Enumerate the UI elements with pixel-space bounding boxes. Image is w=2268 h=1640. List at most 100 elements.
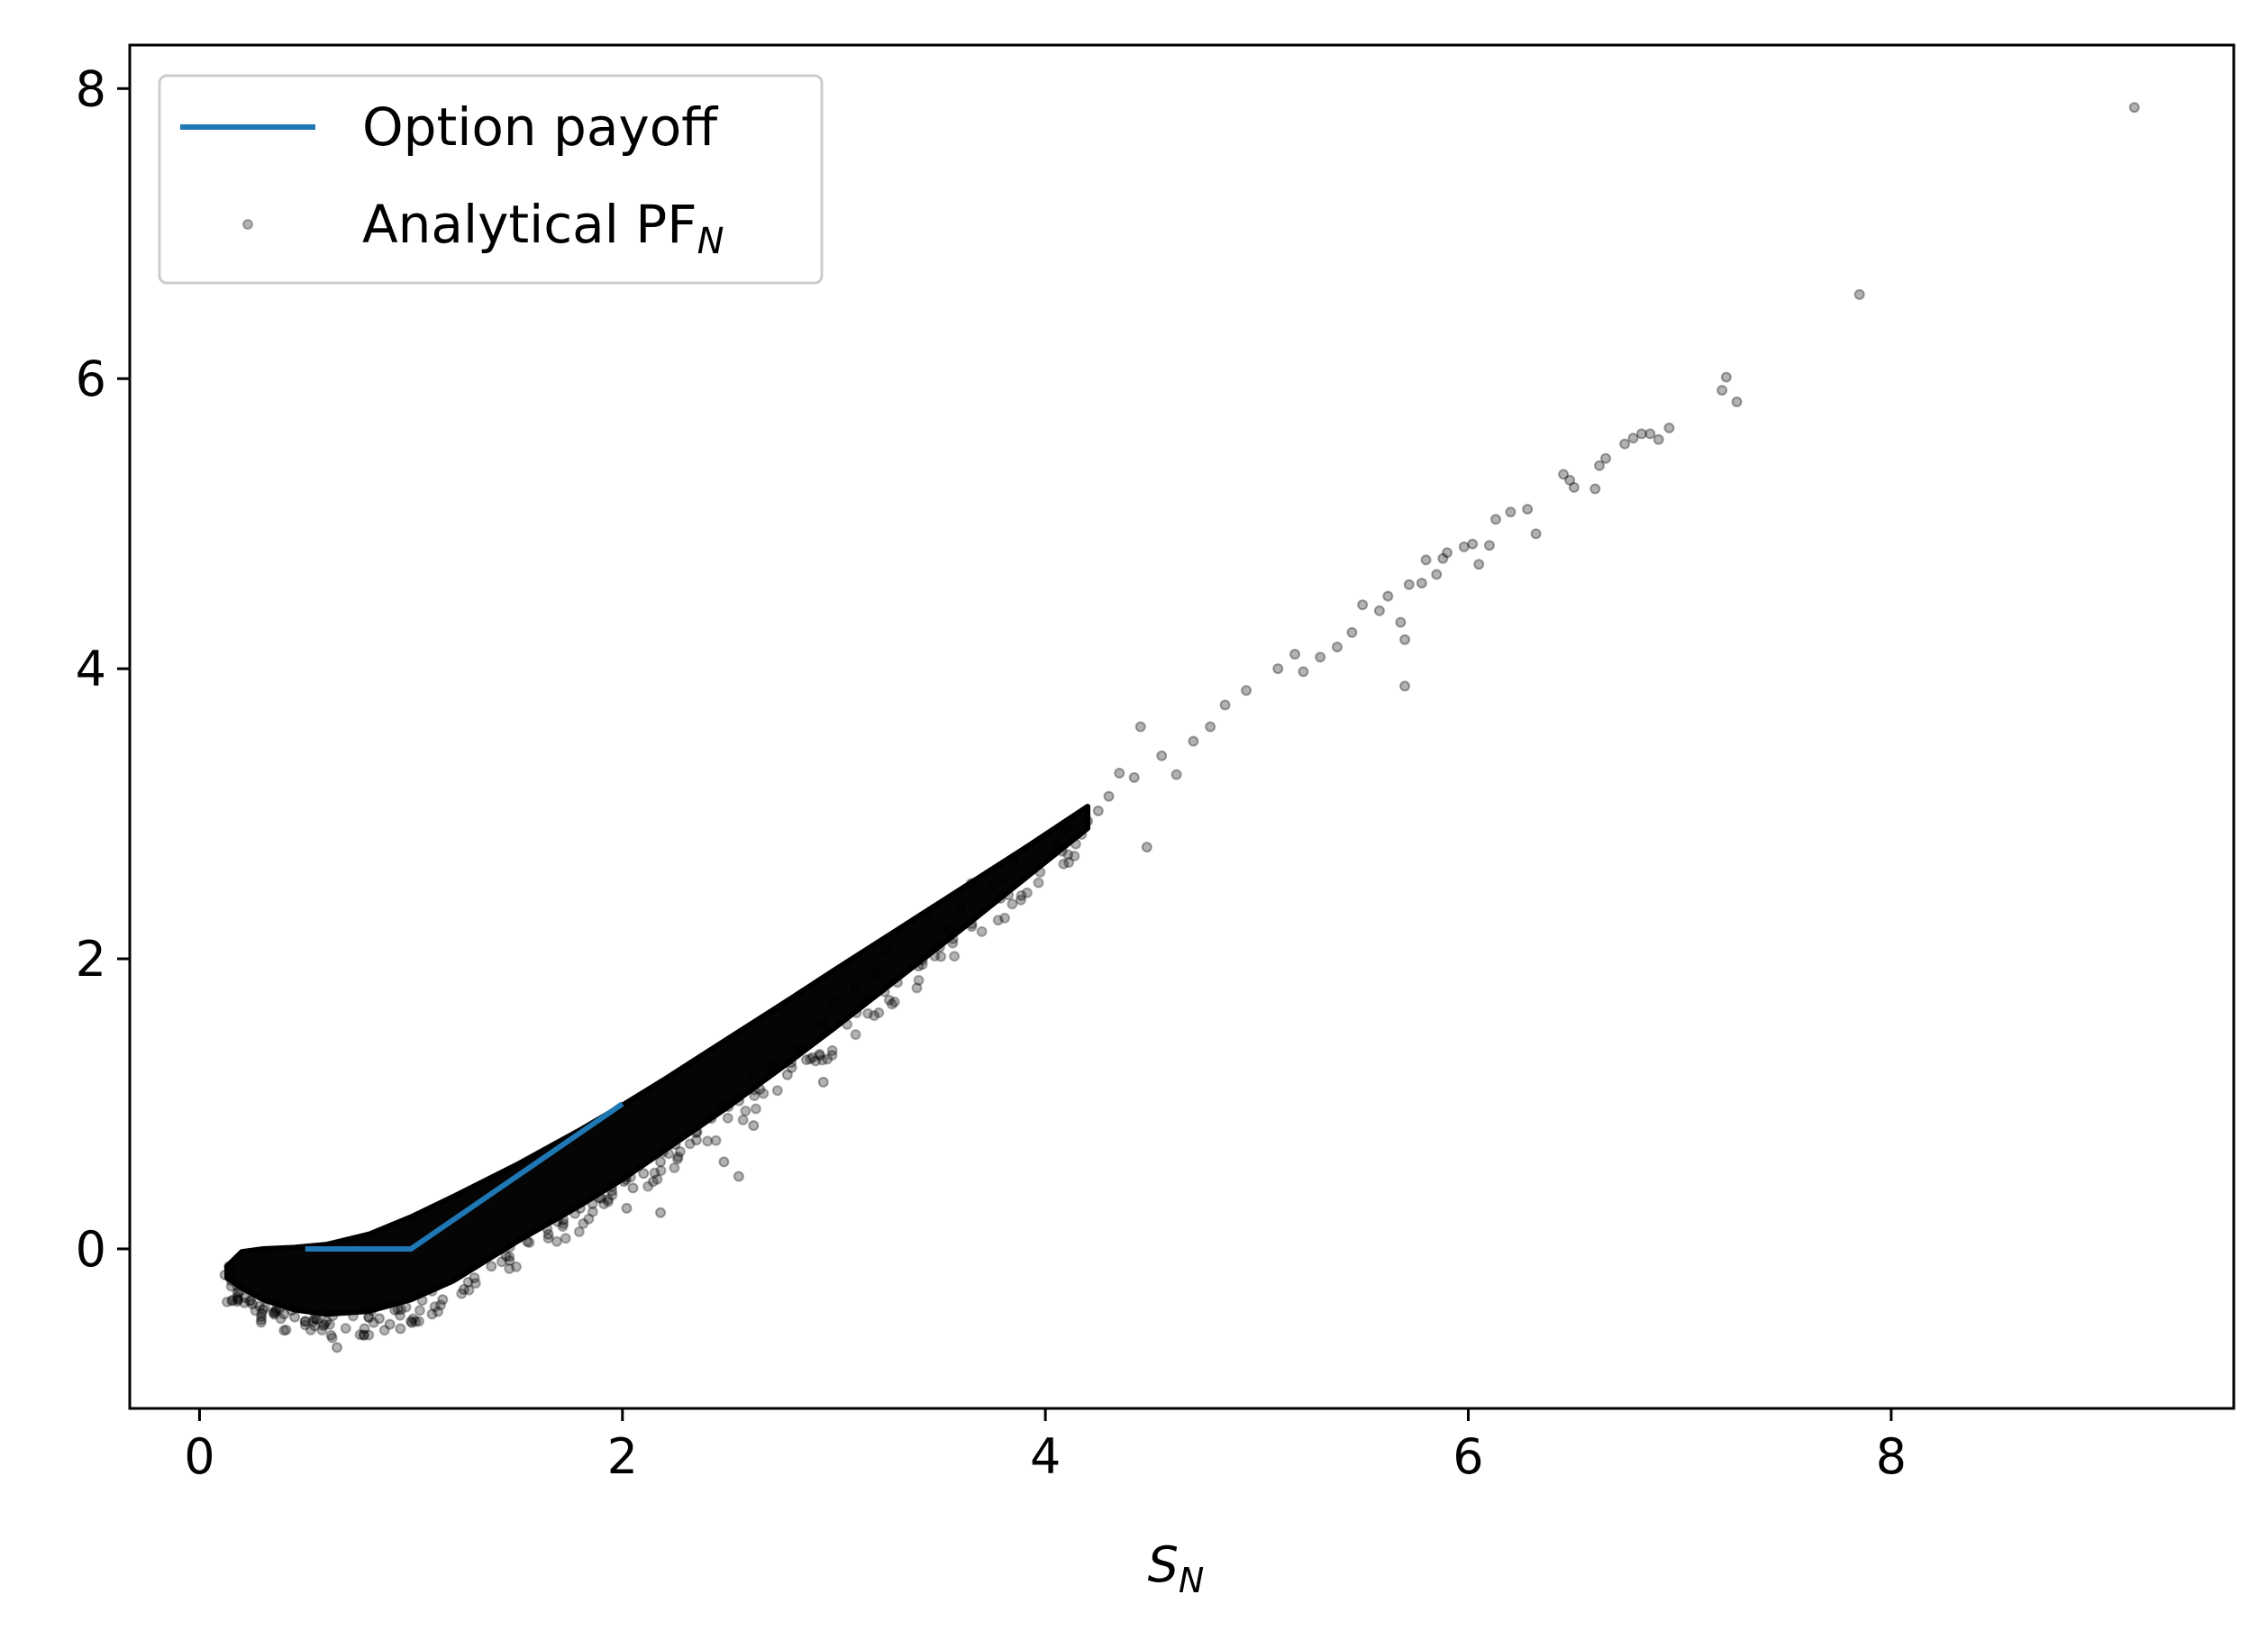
scatter-point bbox=[363, 1329, 375, 1341]
scatter-point bbox=[806, 1052, 818, 1063]
scatter-point bbox=[869, 1010, 880, 1022]
scatter-point bbox=[1416, 578, 1427, 589]
scatter-point bbox=[999, 912, 1011, 924]
scatter-point bbox=[1505, 506, 1517, 518]
scatter-point bbox=[254, 1300, 266, 1312]
scatter-point bbox=[226, 1295, 238, 1307]
scatter-point bbox=[911, 982, 923, 994]
scatter-point bbox=[500, 1250, 512, 1262]
scatter-point bbox=[1241, 685, 1252, 697]
scatter-point bbox=[669, 1139, 681, 1151]
scatter-point bbox=[891, 977, 903, 989]
scatter-point bbox=[233, 1287, 245, 1298]
scatter-point bbox=[486, 1261, 497, 1272]
legend-scatter-marker bbox=[242, 219, 253, 230]
scatter-point bbox=[647, 1176, 659, 1188]
scatter-point bbox=[935, 951, 947, 962]
scatter-point bbox=[786, 1061, 797, 1073]
scatter-point bbox=[1530, 528, 1542, 540]
scatter-point bbox=[618, 1176, 630, 1188]
scatter-point bbox=[947, 937, 959, 949]
scatter-point bbox=[826, 1050, 838, 1061]
scatter-point bbox=[269, 1307, 280, 1318]
scatter-point bbox=[1128, 771, 1140, 783]
legend-label-analytical: Analytical PFN bbox=[362, 194, 724, 262]
scatter-point bbox=[1473, 559, 1485, 570]
scatter-point bbox=[496, 1256, 507, 1268]
scatter-point bbox=[1373, 605, 1385, 616]
scatter-point bbox=[786, 1057, 797, 1069]
scatter-point bbox=[373, 1313, 385, 1325]
scatter-point bbox=[429, 1301, 441, 1313]
y-tick-label: 0 bbox=[76, 1221, 106, 1278]
scatter-point bbox=[426, 1285, 438, 1297]
scatter-point bbox=[255, 1317, 267, 1328]
scatter-point bbox=[299, 1316, 311, 1327]
scatter-point bbox=[232, 1296, 243, 1307]
scatter-point bbox=[574, 1202, 586, 1214]
scatter-point bbox=[557, 1220, 569, 1232]
scatter-point bbox=[1033, 877, 1044, 888]
scatter-point bbox=[289, 1311, 301, 1323]
scatter-point bbox=[560, 1233, 571, 1244]
x-tick-label: 4 bbox=[1030, 1428, 1061, 1485]
scatter-point bbox=[551, 1216, 563, 1227]
scatter-point bbox=[842, 1018, 853, 1030]
scatter-point bbox=[1483, 540, 1495, 551]
scatter-point bbox=[722, 1112, 733, 1124]
scatter-point bbox=[955, 902, 967, 914]
scatter-point bbox=[326, 1332, 338, 1344]
scatter-point bbox=[232, 1291, 243, 1303]
scatter-point bbox=[256, 1311, 268, 1323]
scatter-point bbox=[657, 1146, 669, 1158]
scatter-point bbox=[1403, 579, 1415, 590]
scatter-point bbox=[1205, 721, 1216, 733]
scatter-point bbox=[1050, 840, 1061, 852]
scatter-point bbox=[651, 1173, 663, 1185]
scatter-point bbox=[1589, 483, 1601, 495]
scatter-point bbox=[363, 1312, 375, 1324]
scatter-point bbox=[244, 1295, 256, 1307]
scatter-point bbox=[966, 878, 977, 889]
scatter-point bbox=[1442, 547, 1453, 559]
scatter-point bbox=[358, 1329, 369, 1341]
scatter-point bbox=[278, 1308, 290, 1320]
scatter-point bbox=[1437, 552, 1449, 564]
scatter-point bbox=[256, 1314, 268, 1326]
scatter-point bbox=[469, 1272, 480, 1284]
scatter-point bbox=[232, 1293, 243, 1305]
scatter-point bbox=[542, 1233, 554, 1244]
scatter-point bbox=[366, 1305, 378, 1317]
scatter-point bbox=[684, 1138, 696, 1150]
scatter-point bbox=[733, 1171, 744, 1182]
scatter-point bbox=[239, 1297, 250, 1308]
scatter-point bbox=[433, 1306, 444, 1317]
scatter-point bbox=[400, 1301, 412, 1313]
scatter-point bbox=[862, 1007, 874, 1019]
scatter-point bbox=[223, 1261, 235, 1272]
scatter-point bbox=[674, 1145, 686, 1157]
scatter-point bbox=[987, 880, 998, 892]
scatter-point bbox=[765, 1057, 777, 1069]
scatter-point bbox=[414, 1305, 425, 1317]
scatter-point bbox=[1056, 845, 1068, 857]
scatter-point bbox=[718, 1156, 730, 1168]
scatter-point bbox=[227, 1294, 239, 1306]
scatter-point bbox=[690, 1127, 702, 1139]
legend: Option payoff Analytical PFN bbox=[158, 74, 824, 285]
scatter-point bbox=[358, 1329, 369, 1341]
scatter-point bbox=[1063, 857, 1075, 869]
scatter-point bbox=[325, 1329, 337, 1341]
scatter-point bbox=[389, 1304, 401, 1316]
scatter-point bbox=[816, 1054, 828, 1066]
scatter-point bbox=[620, 1174, 632, 1186]
scatter-point bbox=[1458, 541, 1470, 552]
scatter-point bbox=[458, 1284, 469, 1296]
scatter-point bbox=[929, 951, 941, 962]
scatter-point bbox=[405, 1316, 417, 1327]
scatter-point bbox=[384, 1318, 396, 1330]
scatter-point bbox=[542, 1223, 553, 1235]
scatter-point bbox=[691, 1125, 703, 1137]
scatter-point bbox=[270, 1306, 282, 1317]
scatter-point bbox=[558, 1214, 569, 1225]
